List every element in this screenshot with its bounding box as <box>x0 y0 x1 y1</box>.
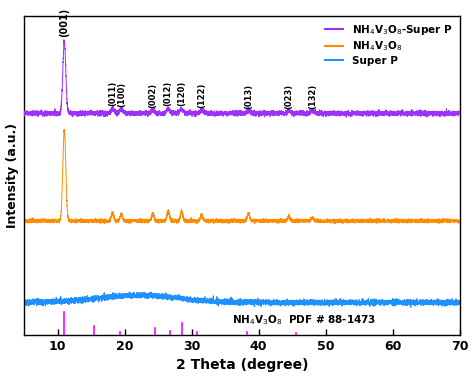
Legend: NH$_4$V$_3$O$_8$-Super P, NH$_4$V$_3$O$_8$, Super P: NH$_4$V$_3$O$_8$-Super P, NH$_4$V$_3$O$_… <box>320 19 456 70</box>
Text: (122): (122) <box>197 83 206 108</box>
Text: (132): (132) <box>308 84 317 109</box>
Text: NH$_4$V$_3$O$_8$  PDF # 88-1473: NH$_4$V$_3$O$_8$ PDF # 88-1473 <box>232 313 376 327</box>
Text: (001): (001) <box>59 8 69 37</box>
Text: (002): (002) <box>148 83 157 108</box>
Text: (100): (100) <box>117 82 126 107</box>
Text: (023): (023) <box>284 84 293 109</box>
X-axis label: 2 Theta (degree): 2 Theta (degree) <box>176 358 308 372</box>
Y-axis label: Intensity (a.u.): Intensity (a.u.) <box>6 123 18 228</box>
Text: (012): (012) <box>164 81 173 106</box>
Text: (013): (013) <box>244 84 253 109</box>
Text: (120): (120) <box>177 81 186 106</box>
Text: (011): (011) <box>108 81 117 106</box>
